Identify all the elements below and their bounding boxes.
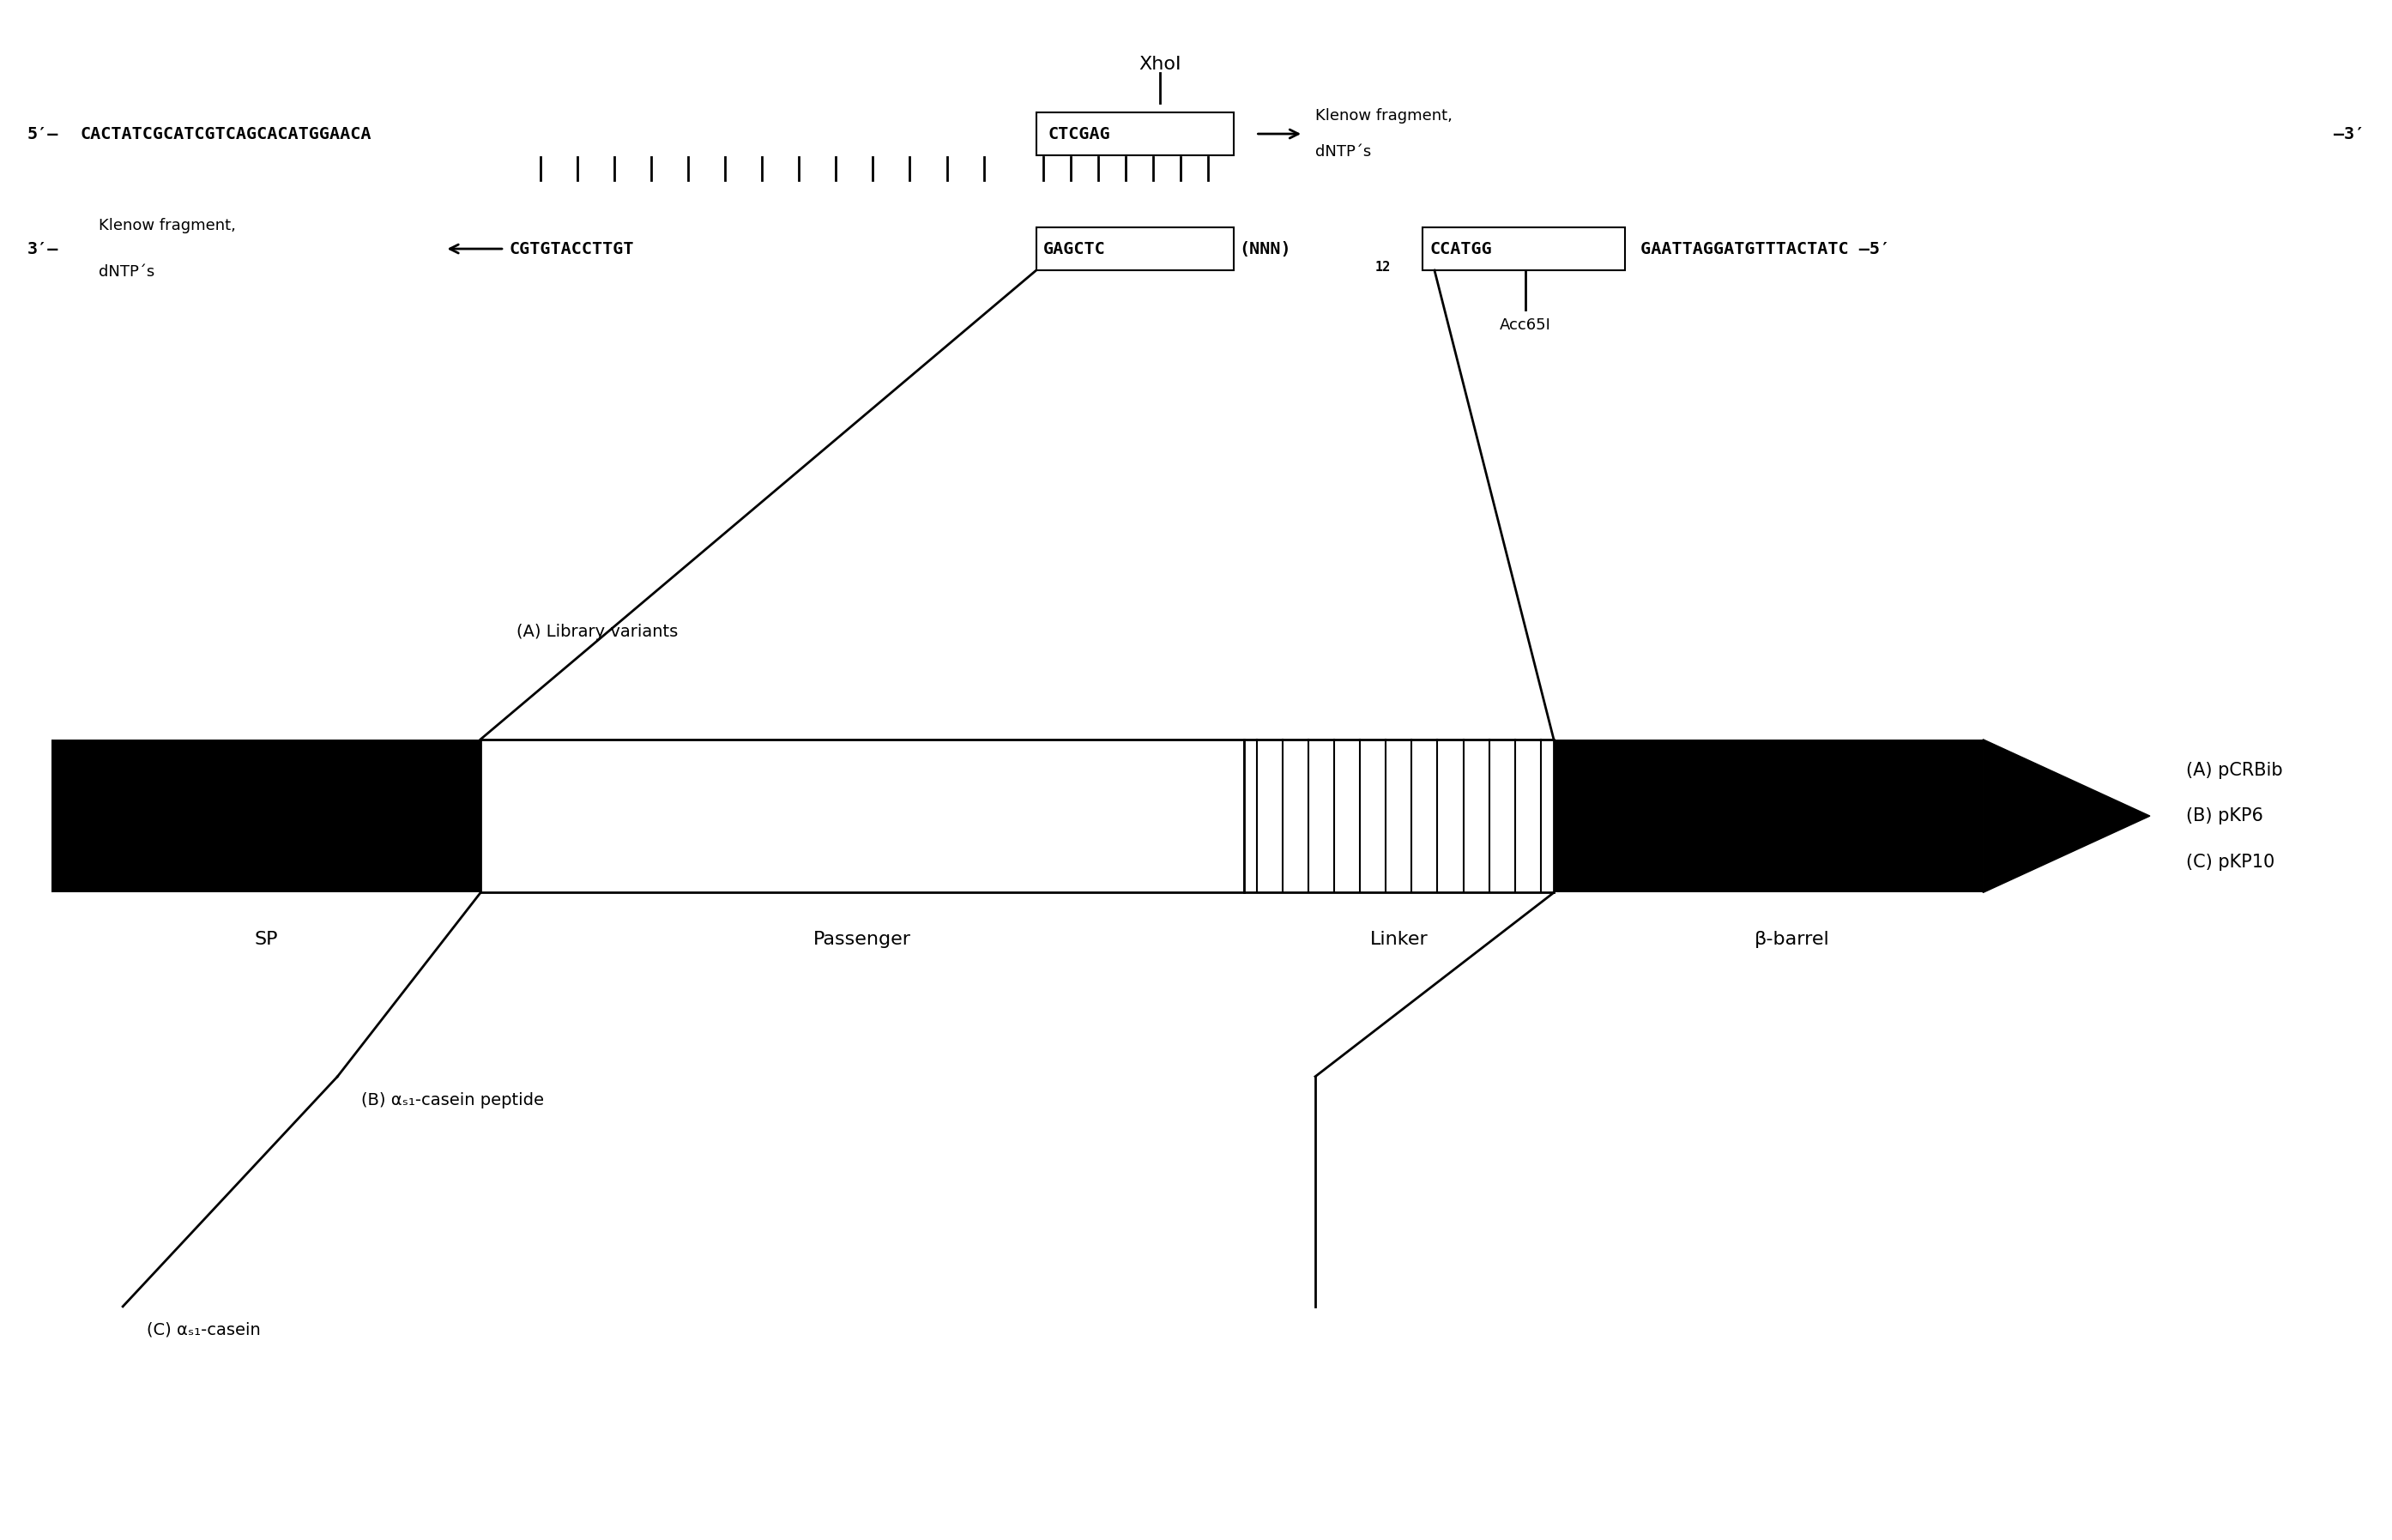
Bar (1036, 228, 1234, 271)
Text: –3′: –3′ (2332, 126, 2366, 142)
Bar (1423, 228, 1624, 271)
Text: CACTATCGCATCGTCAGCACATGGAACA: CACTATCGCATCGTCAGCACATGGAACA (79, 126, 371, 142)
Text: dNTP´s: dNTP´s (98, 263, 155, 280)
Bar (1555, 739, 1983, 893)
Text: β-barrel: β-barrel (1756, 932, 1830, 949)
Text: (C) pKP10: (C) pKP10 (2186, 853, 2275, 870)
Text: CTCGAG: CTCGAG (1048, 126, 1110, 142)
Text: SP: SP (254, 932, 277, 949)
Text: Passenger: Passenger (813, 932, 911, 949)
Text: (B) pKP6: (B) pKP6 (2186, 807, 2263, 824)
Text: 12: 12 (1375, 260, 1390, 274)
Text: Acc65I: Acc65I (1500, 317, 1550, 333)
Text: 5′–: 5′– (26, 126, 60, 142)
Text: (A) Library variants: (A) Library variants (517, 624, 677, 641)
Text: XhoI: XhoI (1139, 55, 1182, 72)
Text: GAATTAGGATGTTTACTATC –5′: GAATTAGGATGTTTACTATC –5′ (1629, 240, 1890, 257)
Text: 3′–: 3′– (26, 240, 60, 257)
Text: (B) αₛ₁-casein peptide: (B) αₛ₁-casein peptide (361, 1092, 543, 1109)
Text: (NNN): (NNN) (1239, 240, 1292, 257)
Text: Klenow fragment,: Klenow fragment, (1316, 108, 1452, 123)
Text: (A) pCRBib: (A) pCRBib (2186, 761, 2282, 779)
Text: dNTP´s: dNTP´s (1316, 145, 1371, 160)
Text: Klenow fragment,: Klenow fragment, (98, 219, 237, 234)
Bar (1036, 112, 1234, 156)
Polygon shape (1983, 739, 2150, 893)
Bar (1244, 739, 1555, 893)
Text: GAGCTC: GAGCTC (1043, 240, 1105, 257)
Text: CGTGTACCTTGT: CGTGTACCTTGT (509, 240, 634, 257)
Text: CCATGG: CCATGG (1430, 240, 1493, 257)
Bar (50, 739, 481, 893)
Text: Linker: Linker (1371, 932, 1428, 949)
Text: (C) αₛ₁-casein: (C) αₛ₁-casein (146, 1321, 261, 1338)
Bar (481, 739, 1244, 893)
